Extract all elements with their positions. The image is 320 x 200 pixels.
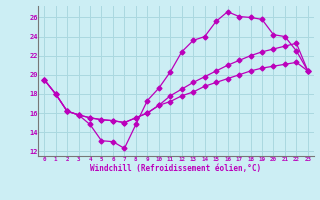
X-axis label: Windchill (Refroidissement éolien,°C): Windchill (Refroidissement éolien,°C): [91, 164, 261, 173]
